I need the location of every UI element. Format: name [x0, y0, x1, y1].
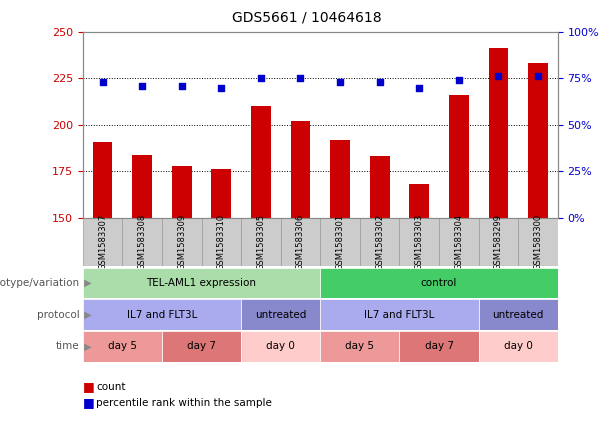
Bar [479, 218, 518, 266]
Text: ▶: ▶ [81, 278, 91, 288]
Text: day 0: day 0 [266, 341, 295, 352]
Bar [330, 140, 350, 218]
Bar [489, 49, 508, 218]
Bar [400, 218, 439, 266]
Text: protocol: protocol [37, 310, 80, 320]
Point [97, 79, 107, 85]
Text: genotype/variation: genotype/variation [0, 278, 80, 288]
Bar [162, 218, 202, 266]
Bar [123, 218, 162, 266]
Text: GSM1583299: GSM1583299 [494, 214, 503, 270]
Text: GSM1583302: GSM1583302 [375, 214, 384, 270]
Text: GSM1583301: GSM1583301 [335, 214, 345, 270]
Bar [83, 299, 241, 330]
Bar [360, 218, 400, 266]
Point [216, 84, 226, 91]
Bar [370, 157, 390, 218]
Text: control: control [421, 278, 457, 288]
Bar [321, 299, 479, 330]
Bar [528, 63, 548, 218]
Bar [241, 331, 321, 362]
Text: day 7: day 7 [425, 341, 454, 352]
Text: GSM1583304: GSM1583304 [454, 214, 463, 270]
Point [414, 84, 424, 91]
Point [493, 73, 503, 80]
Bar [400, 331, 479, 362]
Text: untreated: untreated [255, 310, 306, 320]
Bar [211, 170, 231, 218]
Text: GSM1583306: GSM1583306 [296, 214, 305, 270]
Point [295, 75, 305, 82]
Bar [162, 331, 241, 362]
Point [256, 75, 266, 82]
Text: count: count [96, 382, 126, 392]
Bar [291, 121, 310, 218]
Text: IL7 and FLT3L: IL7 and FLT3L [364, 310, 435, 320]
Text: ▶: ▶ [81, 310, 91, 320]
Bar [409, 184, 429, 218]
Text: percentile rank within the sample: percentile rank within the sample [96, 398, 272, 408]
Text: untreated: untreated [493, 310, 544, 320]
Bar [439, 218, 479, 266]
Bar [83, 268, 321, 298]
Bar [241, 299, 321, 330]
Text: ■: ■ [83, 396, 94, 409]
Bar [83, 218, 123, 266]
Point [137, 82, 147, 89]
Bar [518, 218, 558, 266]
Text: day 7: day 7 [187, 341, 216, 352]
Text: IL7 and FLT3L: IL7 and FLT3L [127, 310, 197, 320]
Bar [321, 268, 558, 298]
Bar [132, 154, 152, 218]
Text: GSM1583310: GSM1583310 [217, 214, 226, 270]
Text: TEL-AML1 expression: TEL-AML1 expression [147, 278, 256, 288]
Text: day 5: day 5 [345, 341, 375, 352]
Bar [83, 331, 162, 362]
Text: GDS5661 / 10464618: GDS5661 / 10464618 [232, 11, 381, 25]
Text: day 5: day 5 [108, 341, 137, 352]
Text: GSM1583308: GSM1583308 [138, 214, 147, 270]
Text: GSM1583309: GSM1583309 [177, 214, 186, 270]
Text: GSM1583305: GSM1583305 [256, 214, 265, 270]
Bar [479, 331, 558, 362]
Point [177, 82, 186, 89]
Text: time: time [56, 341, 80, 352]
Text: GSM1583307: GSM1583307 [98, 214, 107, 270]
Point [335, 79, 345, 85]
Text: ■: ■ [83, 381, 94, 393]
Bar [479, 299, 558, 330]
Text: GSM1583303: GSM1583303 [415, 214, 424, 270]
Bar [321, 331, 400, 362]
Bar [93, 142, 112, 218]
Bar [281, 218, 321, 266]
Point [375, 79, 384, 85]
Bar [449, 95, 469, 218]
Text: ▶: ▶ [81, 341, 91, 352]
Bar [251, 106, 271, 218]
Point [454, 77, 464, 83]
Bar [321, 218, 360, 266]
Bar [202, 218, 241, 266]
Text: GSM1583300: GSM1583300 [533, 214, 543, 270]
Bar [172, 166, 192, 218]
Point [533, 73, 543, 80]
Text: day 0: day 0 [504, 341, 533, 352]
Bar [241, 218, 281, 266]
